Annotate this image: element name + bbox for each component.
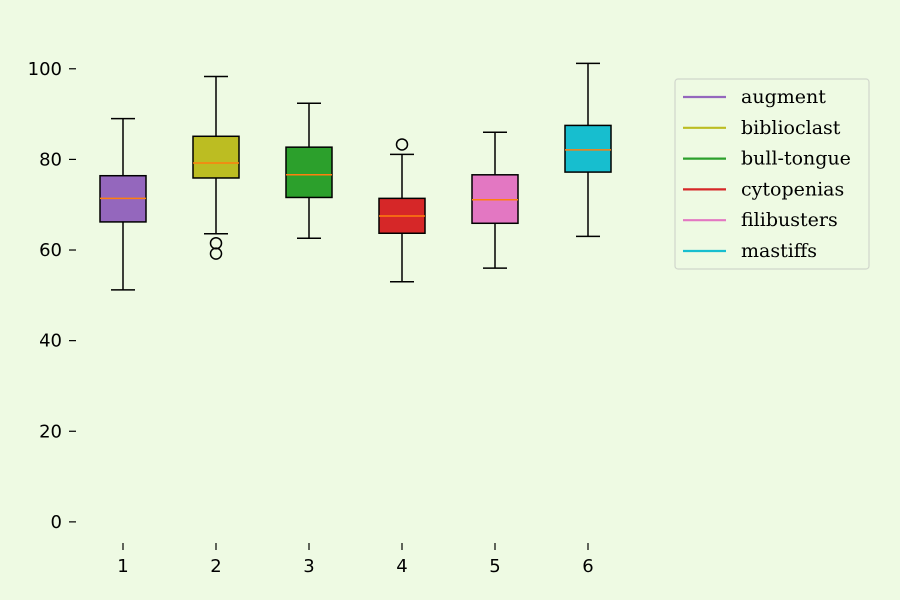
- legend-frame: [674, 78, 870, 270]
- x-tick-label: 1: [117, 556, 128, 577]
- box-cytopenias: [378, 138, 426, 283]
- box-body: [564, 124, 612, 173]
- y-axis: 0 20 40 60 80 100: [28, 59, 76, 533]
- x-tick-label: 4: [396, 556, 407, 577]
- x-axis: 1 2 3 4 5 6: [117, 543, 594, 577]
- box-filibusters: [471, 131, 519, 269]
- y-tick-label: 0: [51, 512, 62, 533]
- x-tick-label: 2: [210, 556, 221, 577]
- box-augment: [99, 117, 147, 291]
- x-tick-label: 6: [582, 556, 593, 577]
- legend-label: filibusters: [741, 209, 838, 231]
- legend-label: mastiffs: [741, 240, 817, 262]
- legend-label: biblioclast: [741, 117, 841, 139]
- box-body: [192, 135, 240, 179]
- boxes: [99, 62, 612, 291]
- y-tick-label: 100: [28, 59, 62, 80]
- legend-label: bull-tongue: [741, 148, 851, 170]
- outlier-point: [209, 247, 223, 260]
- legend: augment biblioclast bull-tongue cytopenias f…: [674, 78, 870, 270]
- box-bull-tongue: [285, 102, 333, 239]
- y-tick-label: 60: [39, 240, 62, 261]
- outlier-point: [395, 138, 409, 151]
- box-biblioclast: [192, 75, 240, 260]
- y-tick-label: 40: [39, 331, 62, 352]
- box-mastiffs: [564, 62, 612, 238]
- legend-label: augment: [741, 86, 826, 108]
- y-tick-label: 20: [39, 421, 62, 442]
- x-tick-label: 3: [303, 556, 314, 577]
- outlier-point: [209, 236, 223, 250]
- box-body: [285, 146, 333, 199]
- x-tick-label: 5: [489, 556, 500, 577]
- y-tick-label: 80: [39, 149, 62, 170]
- legend-label: cytopenias: [741, 178, 844, 200]
